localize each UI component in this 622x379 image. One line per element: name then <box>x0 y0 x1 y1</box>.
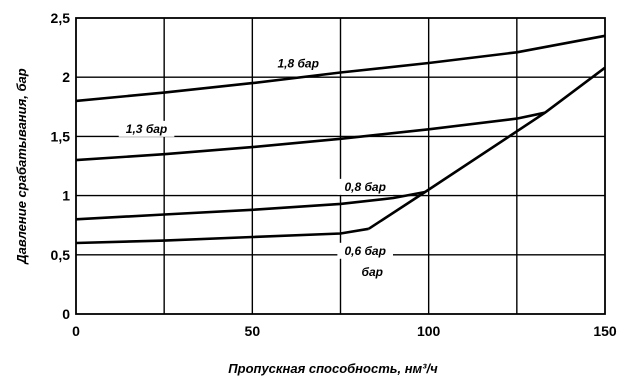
curve-label-bg <box>358 264 387 281</box>
series-line <box>75 227 369 245</box>
curves <box>75 34 606 245</box>
curve-label-bg <box>337 242 393 259</box>
curve-label-text: 0,6 бар <box>344 244 385 258</box>
y-tick-label: 0,5 <box>51 247 71 263</box>
x-axis-label: Пропускная способность, нм³/ч <box>228 361 438 376</box>
series-line <box>75 111 546 162</box>
series-line <box>75 190 426 221</box>
curve-labels: 1,8 бар 1,3 бар 0,8 бар 0,6 бар бар <box>118 55 393 281</box>
tick-labels: 0 50 100 150 0 0,5 1 1,5 2 2,5 <box>51 10 617 339</box>
curve-label: 0,6 бар <box>337 242 393 259</box>
y-tick-label: 1 <box>62 188 70 204</box>
y-tick-label: 2,5 <box>51 10 71 26</box>
y-tick-label: 2 <box>62 69 70 85</box>
x-tick-label: 50 <box>245 323 261 339</box>
curve-label-text: 1,8 бар <box>277 57 318 71</box>
x-tick-label: 0 <box>72 323 80 339</box>
x-tick-label: 100 <box>417 323 441 339</box>
series-line <box>75 34 606 103</box>
x-tick-label: 150 <box>593 323 617 339</box>
grid <box>75 17 606 315</box>
y-tick-label: 1,5 <box>51 128 71 144</box>
curve-label-bg <box>270 55 326 72</box>
series-line <box>367 66 606 230</box>
curve-label-text: бар <box>362 265 383 279</box>
curve-label-bg <box>337 178 393 195</box>
curve-label: 0,8 бар <box>337 178 393 195</box>
curve-label-bg <box>118 120 175 137</box>
curve-label: бар <box>358 264 387 281</box>
curve-label: 1,8 бар <box>270 55 326 72</box>
y-tick-label: 0 <box>62 306 70 322</box>
curve-label: 1,3 бар <box>118 120 175 137</box>
curve-label-text: 0,8 бар <box>344 180 385 194</box>
y-axis-label: Давление срабатывания, бар <box>14 68 29 264</box>
curve-label-text: 1,3 бар <box>126 122 167 136</box>
